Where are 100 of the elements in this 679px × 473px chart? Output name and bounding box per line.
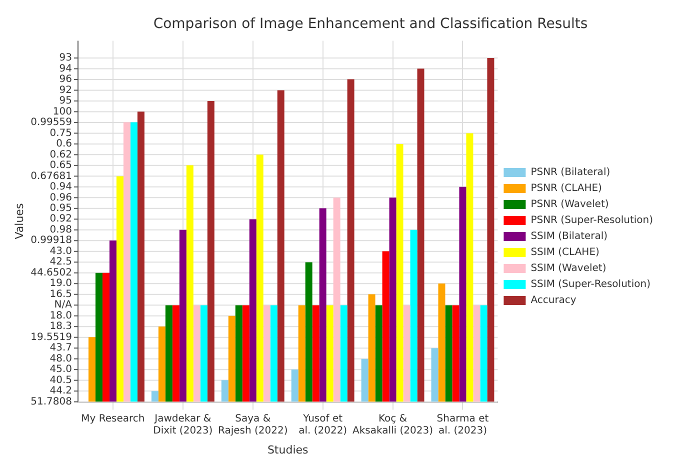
bar xyxy=(179,230,186,402)
legend-label: SSIM (CLAHE) xyxy=(530,247,600,258)
bar xyxy=(249,219,256,402)
text: 18.0 xyxy=(50,310,72,322)
text: 44.2 xyxy=(50,386,72,397)
bar xyxy=(347,79,354,402)
text: 95 xyxy=(59,96,72,107)
bar xyxy=(186,165,194,402)
text: 96 xyxy=(59,74,72,86)
bar xyxy=(235,305,242,402)
x-tick-label: My Research xyxy=(81,413,145,424)
text: 18.3 xyxy=(50,321,72,332)
legend-label: PSNR (Super-Resolution) xyxy=(530,215,654,226)
bar xyxy=(193,305,200,402)
bar xyxy=(95,272,102,402)
text: 40.5 xyxy=(50,374,72,386)
bar xyxy=(452,305,460,402)
legend-label: SSIM (Super-Resolution) xyxy=(530,279,651,290)
text: 93 xyxy=(59,52,72,64)
bar xyxy=(221,380,228,402)
text: 45.0 xyxy=(50,364,72,376)
text: 92 xyxy=(59,84,72,96)
bar xyxy=(417,68,424,402)
text: 43.0 xyxy=(50,246,72,257)
x-tick-label: Sharma et al. (2023) xyxy=(436,413,489,436)
bar xyxy=(207,100,214,402)
legend-label: PSNR (CLAHE) xyxy=(530,183,602,194)
bar xyxy=(123,122,130,402)
bar xyxy=(431,348,438,402)
text: N/A xyxy=(54,300,72,311)
text: 0.92 xyxy=(50,214,72,225)
text: 51.7808 xyxy=(30,396,72,408)
bar xyxy=(88,337,96,402)
bar xyxy=(473,305,480,402)
legend-label: SSIM (Wavelet) xyxy=(530,263,606,274)
text: 0.65 xyxy=(50,160,72,172)
text: 0.99918 xyxy=(30,235,72,246)
bar xyxy=(368,294,376,402)
text: 44.6502 xyxy=(30,267,72,278)
text: 0.98 xyxy=(50,224,72,236)
bar xyxy=(375,305,382,402)
bar xyxy=(403,305,410,402)
bar xyxy=(312,305,320,402)
bar xyxy=(151,391,158,402)
bar xyxy=(410,230,418,402)
bar xyxy=(319,208,326,402)
x-tick-label: Saya & Rajesh (2022) xyxy=(218,413,288,436)
y-axis-title: Values xyxy=(12,203,26,240)
bar xyxy=(116,176,124,402)
text: 0.6 xyxy=(56,138,72,150)
x-tick-label: Jawdekar & Dixit (2023) xyxy=(153,413,213,436)
text: 19.5519 xyxy=(30,332,72,343)
text: 100 xyxy=(52,106,72,118)
bar xyxy=(200,305,208,402)
text: 16.5 xyxy=(50,288,72,300)
legend-label: SSIM (Bilateral) xyxy=(530,231,608,242)
bar xyxy=(305,262,312,402)
legend-label: PSNR (Wavelet) xyxy=(530,199,609,210)
bar xyxy=(396,144,404,402)
bar xyxy=(445,305,452,402)
bar xyxy=(340,305,348,402)
bar xyxy=(487,58,494,402)
x-tick-label: Koç & Aksakalli (2023) xyxy=(352,413,434,436)
legend-label: Accuracy xyxy=(530,295,576,306)
bar xyxy=(137,112,144,402)
text: 43.7 xyxy=(50,342,72,354)
bar xyxy=(109,240,116,402)
text: 0.95 xyxy=(50,203,72,214)
bar xyxy=(165,305,172,402)
bar xyxy=(326,305,334,402)
text: 0.62 xyxy=(50,149,72,160)
chart-title: Comparison of Image Enhancement and Classification Results xyxy=(153,16,588,32)
text: 0.96 xyxy=(50,192,72,204)
bar xyxy=(102,272,110,402)
bar xyxy=(256,154,264,402)
legend-label: PSNR (Bilateral) xyxy=(530,167,610,178)
text: 0.67681 xyxy=(30,170,72,182)
bar xyxy=(270,305,278,402)
bar xyxy=(228,316,236,402)
x-axis-title: Studies xyxy=(267,443,309,456)
bar xyxy=(389,198,396,402)
bar xyxy=(333,198,340,402)
bar xyxy=(361,358,368,402)
text: 0.75 xyxy=(50,128,72,139)
text: 0.94 xyxy=(50,182,72,193)
bar xyxy=(277,90,284,402)
bar xyxy=(291,369,298,402)
bar xyxy=(242,305,250,402)
bar xyxy=(172,305,180,402)
text: 0.99559 xyxy=(30,117,72,128)
bar xyxy=(130,122,138,402)
bar xyxy=(158,326,166,402)
bar xyxy=(459,186,466,402)
bar xyxy=(438,284,446,402)
bar xyxy=(466,133,474,402)
text: 94 xyxy=(59,63,72,74)
text: 19.0 xyxy=(50,278,72,290)
bar xyxy=(382,251,390,402)
text: 42.5 xyxy=(50,256,72,268)
bar xyxy=(480,305,488,402)
